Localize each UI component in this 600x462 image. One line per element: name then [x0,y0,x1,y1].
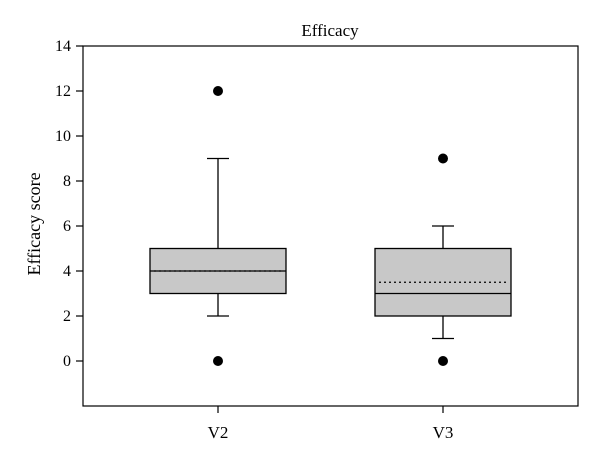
x-tick-label: V3 [433,423,454,442]
plot-area-frame [82,45,579,407]
box-v3 [374,153,512,366]
outlier-point [213,86,223,96]
y-tick-label: 4 [63,263,71,280]
y-tick-label: 14 [55,38,71,55]
outlier-point [438,153,448,164]
outlier-point [213,356,223,366]
x-axis-ticks: V2 V3 [208,406,454,442]
y-axis-ticks: 0 2 4 6 8 10 12 14 [55,38,83,370]
y-axis-label: Efficacy score [24,172,44,275]
box-series [149,86,512,366]
outlier-point [438,356,448,366]
chart-title: Efficacy [301,21,359,40]
x-tick-label: V2 [208,423,229,442]
box-iqr [374,247,512,317]
y-tick-label: 12 [55,83,71,100]
y-tick-label: 0 [63,353,71,370]
y-tick-label: 8 [63,173,71,190]
y-tick-label: 2 [63,308,71,325]
y-tick-label: 6 [63,218,71,235]
y-tick-label: 10 [55,128,71,145]
box-v2 [149,86,287,366]
